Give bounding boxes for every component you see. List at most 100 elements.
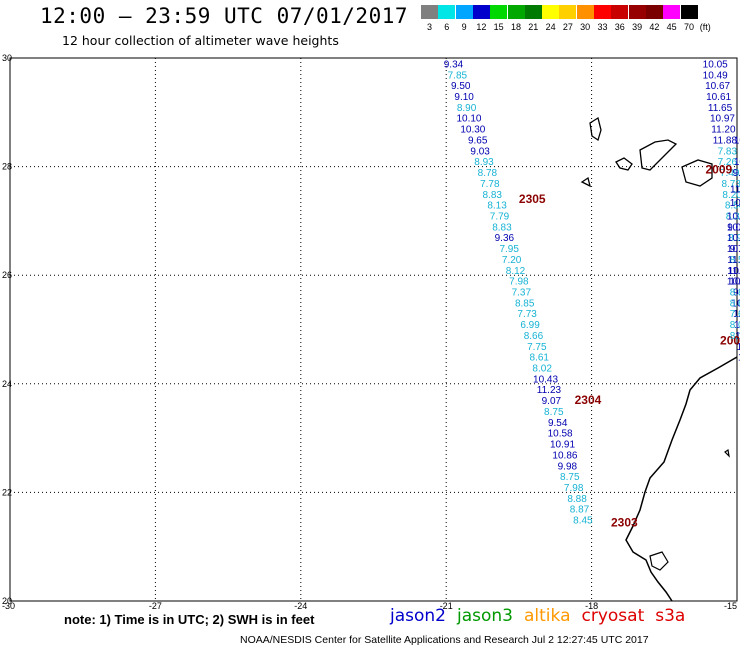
scale-swatch — [438, 5, 456, 19]
wave-height-value: 10.49 — [703, 70, 728, 81]
wave-height-value: 8.93 — [474, 157, 494, 168]
wave-height-value: 10.67 — [705, 81, 730, 92]
x-tick-label: -24 — [294, 601, 307, 611]
wave-height-value: 10.24 — [727, 233, 740, 244]
wave-height-value: 8.09 — [730, 320, 740, 331]
scale-swatch — [611, 5, 629, 19]
wave-height-value: 7.20 — [502, 255, 522, 266]
wave-height-value: 9.98 — [558, 461, 578, 472]
wave-height-value: 7.26 — [718, 157, 738, 168]
satellite-jason3: jason3 — [457, 606, 513, 626]
wave-height-value: 10.72 — [728, 266, 740, 277]
scale-label: 18 — [510, 22, 521, 32]
wave-height-value: 10.05 — [703, 59, 728, 70]
y-tick-label: 22 — [2, 487, 12, 497]
wave-height-value: 10.90 — [727, 222, 740, 233]
wave-height-value: 9.07 — [542, 396, 562, 407]
wave-height-value: 10.27 — [727, 244, 740, 255]
scale-swatch — [663, 5, 681, 19]
scale-label: 3 — [426, 22, 432, 32]
wave-height-value: 8.78 — [478, 168, 498, 179]
track-time-label: 2304 — [575, 393, 602, 407]
scale-label: 15 — [493, 22, 504, 32]
track-time-label: 2303 — [611, 515, 638, 529]
x-tick-label: -30 — [2, 601, 15, 611]
scale-label: 24 — [545, 22, 556, 32]
wave-height-value: 8.88 — [567, 494, 587, 505]
satellite-cryosat: cryosat — [581, 606, 645, 626]
satellite-s3a: s3a — [655, 606, 686, 626]
wave-height-value: 10.30 — [460, 125, 485, 136]
wave-height-value: 10.49 — [727, 211, 740, 222]
scale-swatch — [455, 5, 473, 19]
wave-height-value: 10.58 — [548, 429, 573, 440]
wave-height-value: 10.00 — [731, 298, 740, 309]
wave-height-value: 9.50 — [733, 287, 740, 298]
wave-height-value: 10 — [734, 157, 740, 168]
wave-height-value: 11.45 — [738, 353, 740, 364]
chart-title: 12:00 – 23:59 UTC 07/01/2017 — [40, 4, 409, 28]
wave-height-value: 8.87 — [730, 287, 740, 298]
wave-height-value: 11.05 — [733, 309, 740, 320]
note-text: note: 1) Time is in UTC; 2) SWH is in fe… — [64, 612, 315, 627]
y-tick-label: 30 — [2, 53, 12, 63]
wave-height-value: 11.40 — [727, 266, 740, 277]
wave-height-value: 7.78 — [480, 179, 500, 190]
wave-height-value: 9.9 — [732, 168, 740, 179]
wave-height-value: 7.85 — [448, 70, 468, 81]
wave-height-value: 9.50 — [451, 81, 471, 92]
wave-height-value: 8.12 — [506, 266, 526, 277]
wave-height-value: 8.83 — [483, 190, 503, 201]
wave-height-value: 8.75 — [560, 472, 580, 483]
wave-height-value: 10.97 — [710, 114, 735, 125]
wave-height-value: 8.13 — [487, 201, 507, 212]
wave-height-value: 10.10 — [456, 114, 481, 125]
satellite-altika: altika — [524, 606, 571, 626]
y-tick-label: 26 — [2, 270, 12, 280]
wave-height-value: 8.83 — [492, 222, 512, 233]
wave-height-value: 9.34 — [444, 59, 464, 70]
wave-height-value: 8.85 — [515, 298, 535, 309]
scale-swatch — [680, 5, 698, 19]
wave-height-value: 9.03 — [470, 146, 490, 157]
x-tick-label: -18 — [585, 601, 598, 611]
island-small — [724, 448, 730, 458]
wave-height-value: 8.66 — [524, 331, 544, 342]
wave-height-value: 7.49 — [720, 168, 740, 179]
island-la-gomera — [615, 157, 633, 171]
y-tick-label: 28 — [2, 162, 12, 172]
wave-height-value: 11.5 — [730, 184, 740, 195]
wave-height-value: 8.63 — [730, 298, 740, 309]
scale-label: 21 — [528, 22, 539, 32]
wave-height-value: 11.29 — [727, 255, 740, 266]
wave-height-value: 7.75 — [527, 342, 547, 353]
wave-height-value: 9.74 — [730, 244, 740, 255]
scale-swatch — [421, 5, 438, 19]
chart-subtitle: 12 hour collection of altimeter wave hei… — [62, 33, 339, 48]
scale-label: 9 — [461, 22, 467, 32]
wave-height-value: 11.20 — [711, 125, 736, 136]
scale-swatch — [594, 5, 611, 19]
island-tenerife — [639, 139, 678, 171]
wave-height-value: 10.43 — [533, 374, 558, 385]
scale-swatch — [645, 5, 663, 19]
wave-height-value: 8.87 — [570, 505, 590, 516]
wave-height-value: 10.19 — [727, 277, 740, 288]
scale-swatch — [472, 5, 490, 19]
scale-unit-label: (ft) — [699, 22, 711, 32]
scale-label: 33 — [597, 22, 608, 32]
scale-label: 12 — [476, 22, 487, 32]
wave-height-value: 8.30 — [726, 211, 740, 222]
wave-height-value: 9.36 — [495, 233, 515, 244]
wave-height-value: 10.91 — [550, 440, 575, 451]
plot-frame — [9, 57, 738, 602]
wave-height-value: 8.02 — [532, 364, 552, 375]
scale-label: 30 — [580, 22, 591, 32]
wave-height-value: 10 — [734, 135, 740, 146]
wave-height-value: 9.08 — [727, 222, 740, 233]
scale-swatch — [576, 5, 594, 19]
scale-label: 39 — [632, 22, 643, 32]
wave-height-value: 8.91 — [728, 233, 740, 244]
wave-height-value: 9.65 — [468, 135, 488, 146]
